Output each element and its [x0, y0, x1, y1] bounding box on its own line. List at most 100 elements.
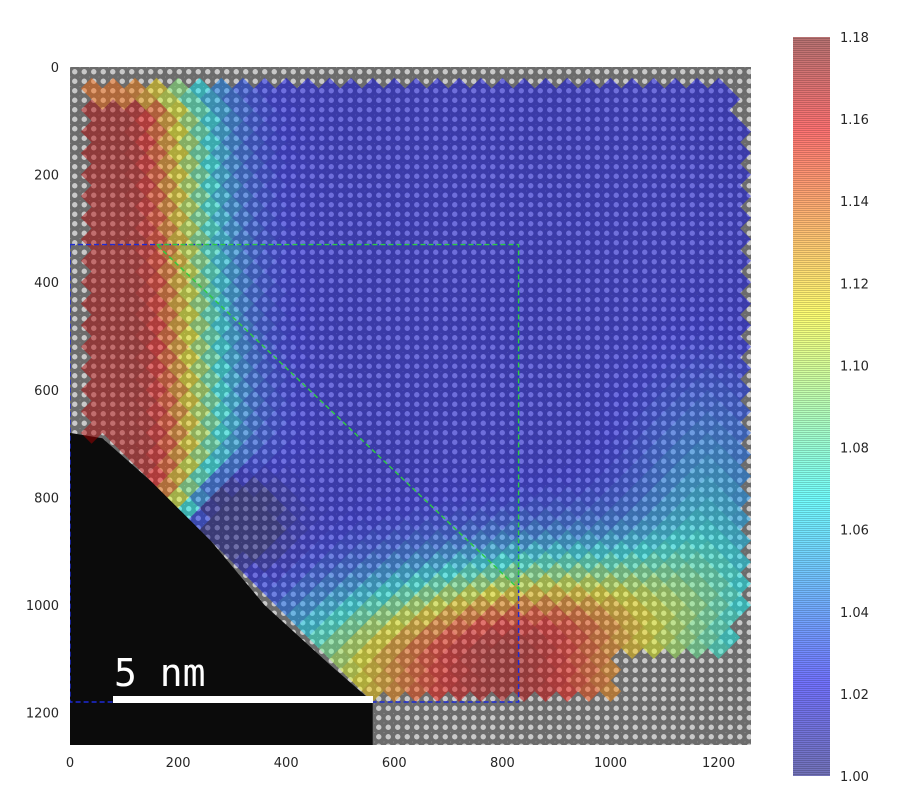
heatmap-cell	[134, 389, 157, 412]
heatmap-cell	[653, 325, 676, 347]
heatmap-cell	[686, 249, 708, 272]
heatmap-cell	[318, 379, 341, 401]
heatmap-cell	[675, 432, 697, 455]
heatmap-cell	[437, 626, 460, 649]
heatmap-cell	[221, 519, 243, 541]
heatmap-cell	[448, 206, 470, 229]
heatmap-cell	[178, 497, 200, 519]
heatmap-cell	[394, 648, 416, 670]
heatmap-cell	[470, 271, 492, 293]
heatmap-cell	[664, 228, 687, 250]
heatmap-cell	[599, 594, 622, 616]
heatmap-cell	[329, 411, 351, 433]
heatmap-cell	[707, 163, 730, 186]
heatmap-cell	[610, 389, 633, 412]
heatmap-cell	[361, 163, 384, 186]
heatmap-cell	[178, 217, 200, 240]
heatmap-cell	[102, 77, 124, 100]
heatmap-cell	[588, 196, 611, 218]
heatmap-cell	[264, 217, 287, 240]
heatmap-cell	[437, 260, 460, 283]
heatmap-cell	[459, 368, 481, 390]
heatmap-cell	[221, 88, 243, 111]
heatmap-cell	[297, 594, 319, 616]
heatmap-cell	[513, 422, 535, 444]
heatmap-cell	[578, 615, 600, 638]
heatmap-cell	[394, 583, 416, 606]
heatmap-cell	[448, 336, 470, 358]
heatmap-cell	[686, 379, 708, 401]
heatmap-cell	[588, 88, 611, 111]
heatmap-cell	[686, 615, 708, 638]
heatmap-cell	[264, 583, 287, 606]
heatmap-cell	[448, 551, 470, 573]
heatmap-cell	[545, 368, 568, 390]
heatmap-cell	[318, 142, 341, 164]
heatmap-cell	[599, 572, 622, 595]
heatmap-cell	[210, 293, 233, 315]
heatmap-cell	[275, 314, 297, 337]
heatmap-cell	[232, 314, 254, 337]
heatmap-cell	[437, 153, 460, 175]
heatmap-cell	[578, 400, 600, 423]
heatmap-cell	[599, 357, 622, 380]
heatmap-cell	[145, 271, 168, 293]
heatmap-cell	[675, 110, 697, 132]
heatmap-cell	[621, 185, 643, 207]
heatmap-cell	[275, 77, 297, 100]
heatmap-cell	[621, 206, 643, 229]
heatmap-cell	[697, 626, 719, 649]
heatmap-cell	[632, 217, 654, 240]
heatmap-cell	[307, 153, 330, 175]
heatmap-cell	[80, 142, 103, 164]
heatmap-cell	[480, 454, 503, 476]
heatmap-cell	[470, 314, 492, 337]
heatmap-cell	[351, 174, 373, 197]
heatmap-cell	[188, 77, 211, 100]
heatmap-cell	[556, 465, 578, 487]
heatmap-cell	[534, 379, 557, 401]
heatmap-cell	[426, 572, 449, 595]
heatmap-cell	[578, 551, 600, 573]
heatmap-cell	[297, 249, 319, 272]
heatmap-cell	[697, 131, 719, 154]
heatmap-cell	[318, 400, 341, 423]
heatmap-cell	[459, 626, 481, 649]
heatmap-cell	[621, 443, 643, 466]
heatmap-cell	[459, 303, 481, 326]
heatmap-cell	[286, 282, 308, 304]
heatmap-cell	[653, 153, 676, 175]
heatmap-cell	[653, 346, 676, 369]
heatmap-cell	[188, 336, 211, 358]
heatmap-cell	[675, 131, 697, 154]
heatmap-cell	[253, 572, 276, 595]
heatmap-cell	[459, 260, 481, 283]
heatmap-cell	[329, 325, 351, 347]
heatmap-cell	[264, 110, 287, 132]
heatmap-cell	[642, 293, 665, 315]
heatmap-cell	[178, 196, 200, 218]
heatmap-cell	[167, 185, 189, 207]
heatmap-cell	[524, 497, 546, 519]
heatmap-cell	[329, 475, 351, 498]
heatmap-cell	[286, 217, 308, 240]
heatmap-cell	[210, 379, 233, 401]
heatmap-cell	[610, 368, 633, 390]
heatmap-cell	[415, 282, 438, 304]
heatmap-cell	[599, 99, 622, 121]
heatmap-cell	[124, 249, 146, 272]
heatmap-cell	[718, 110, 741, 132]
heatmap-cell	[383, 336, 406, 358]
heatmap-cell	[491, 163, 514, 186]
heatmap-cell	[361, 572, 384, 595]
heatmap-cell	[675, 562, 697, 584]
heatmap-cell	[124, 314, 146, 337]
heatmap-cell	[221, 303, 243, 326]
heatmap-cell	[534, 271, 557, 293]
heatmap-cell	[232, 400, 254, 423]
heatmap-cell	[513, 228, 535, 250]
heatmap-cell	[578, 185, 600, 207]
heatmap-cell	[340, 637, 362, 659]
heatmap-cell	[113, 260, 135, 283]
heatmap-cell	[642, 142, 665, 164]
